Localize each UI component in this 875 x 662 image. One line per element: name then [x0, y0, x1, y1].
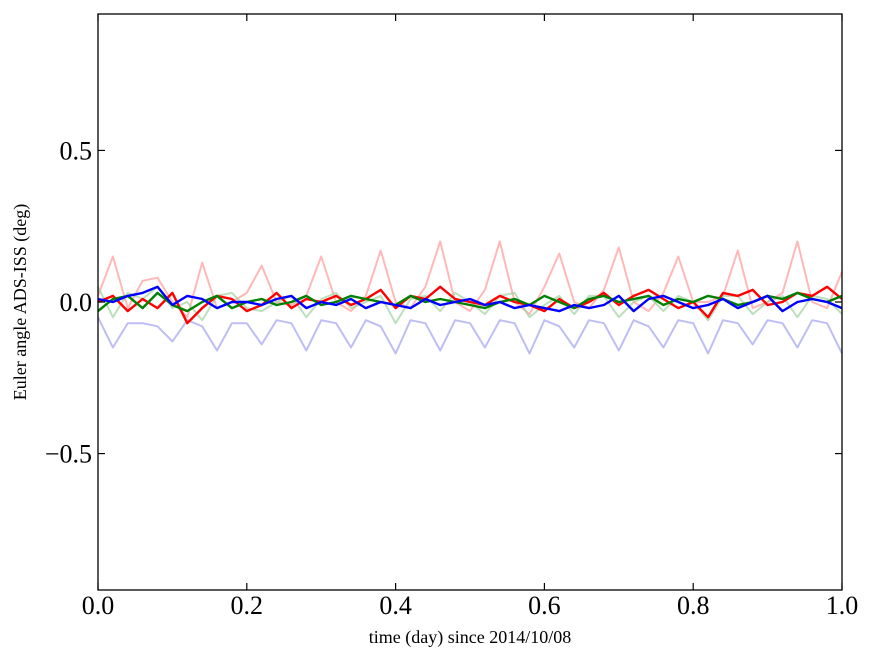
tick-layer: 0.0 0.2 0.4 0.6 0.8 1.0 −0.5 0.0 0.5: [45, 14, 858, 620]
series-line-faint-blue: [97, 316, 843, 355]
series-line-green: [97, 291, 843, 313]
x-tick-label: 0.0: [82, 591, 115, 620]
x-tick-label: 0.8: [677, 591, 710, 620]
y-tick-label: −0.5: [45, 440, 92, 469]
x-axis-label: time (day) since 2014/10/08: [369, 627, 571, 648]
series-line-blue: [97, 285, 843, 313]
x-tick-label: 0.4: [379, 591, 412, 620]
x-tick-label: 1.0: [826, 591, 859, 620]
y-tick-label: 0.5: [60, 136, 93, 165]
series-layer: [97, 240, 843, 355]
x-tick-label: 0.2: [231, 591, 264, 620]
y-axis-label: Euler angle ADS-ISS (deg): [10, 204, 31, 400]
x-tick-label: 0.6: [528, 591, 561, 620]
y-tick-label: 0.0: [60, 288, 93, 317]
